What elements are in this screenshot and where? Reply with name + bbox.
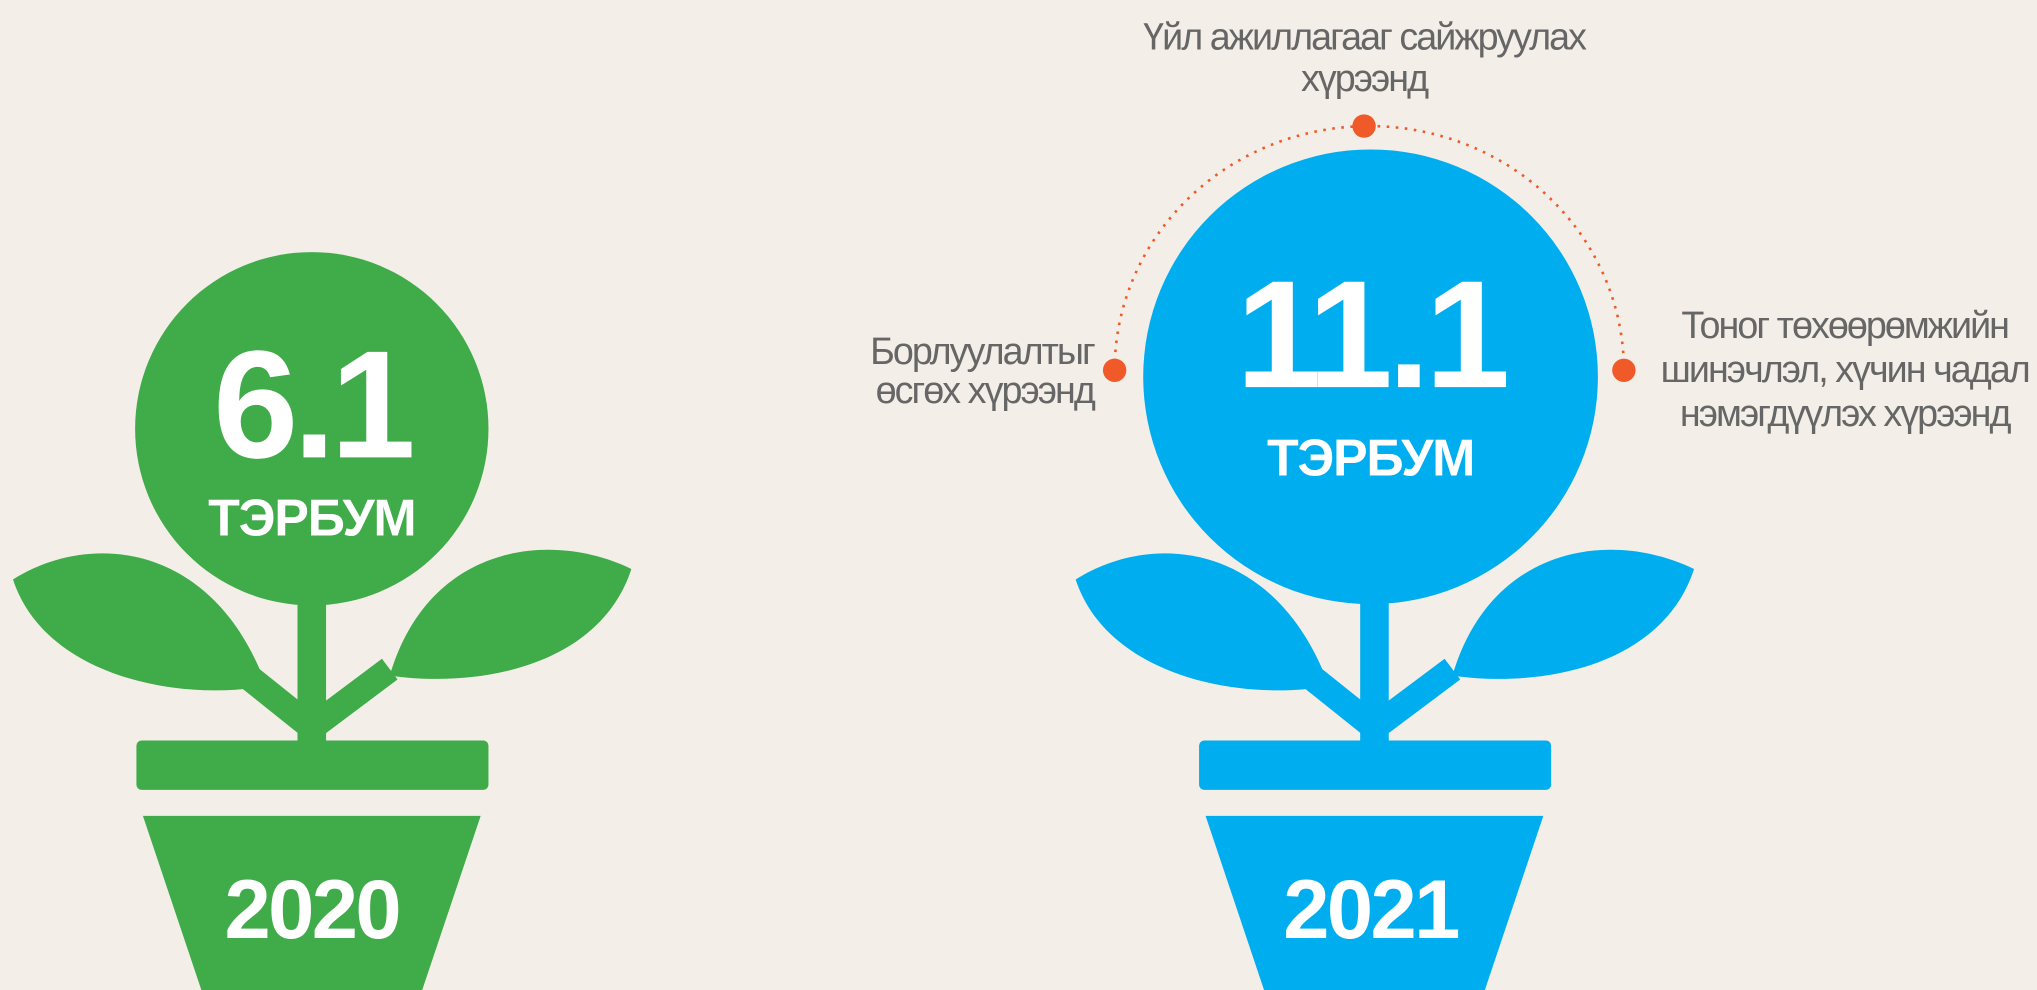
marker [1352, 114, 1375, 137]
annotation: шинэчлэл, хүчин чадал [1661, 348, 2029, 390]
annotation: Борлуулалтыг [870, 330, 1095, 372]
year: 2020 [225, 863, 400, 956]
marker [1612, 359, 1635, 382]
year: 2021 [1283, 863, 1458, 956]
marker [1103, 359, 1126, 382]
unit: ТЭРБУМ [1267, 430, 1474, 488]
infographic: 6.1 ТЭРБУМ 2020 11.1 ТЭРБУМ 2021 Үйл ажи… [0, 0, 2037, 990]
pot-rim [1199, 741, 1551, 790]
value: 6.1 [213, 319, 411, 490]
annotation: Үйл ажиллагааг сайжруулах [1143, 15, 1587, 57]
page: 6.1 ТЭРБУМ 2020 11.1 ТЭРБУМ 2021 Үйл ажи… [0, 0, 2037, 990]
pot-rim [136, 741, 488, 790]
annotation: Тоног төхөөрөмжийн [1681, 304, 2008, 346]
annotation: нэмэгдүүлэх хүрээнд [1680, 392, 2012, 434]
annotation: хүрээнд [1301, 57, 1429, 99]
annotation: өсгөх хүрээнд [876, 369, 1096, 411]
value: 11.1 [1236, 249, 1506, 420]
unit: ТЭРБУМ [208, 489, 415, 547]
